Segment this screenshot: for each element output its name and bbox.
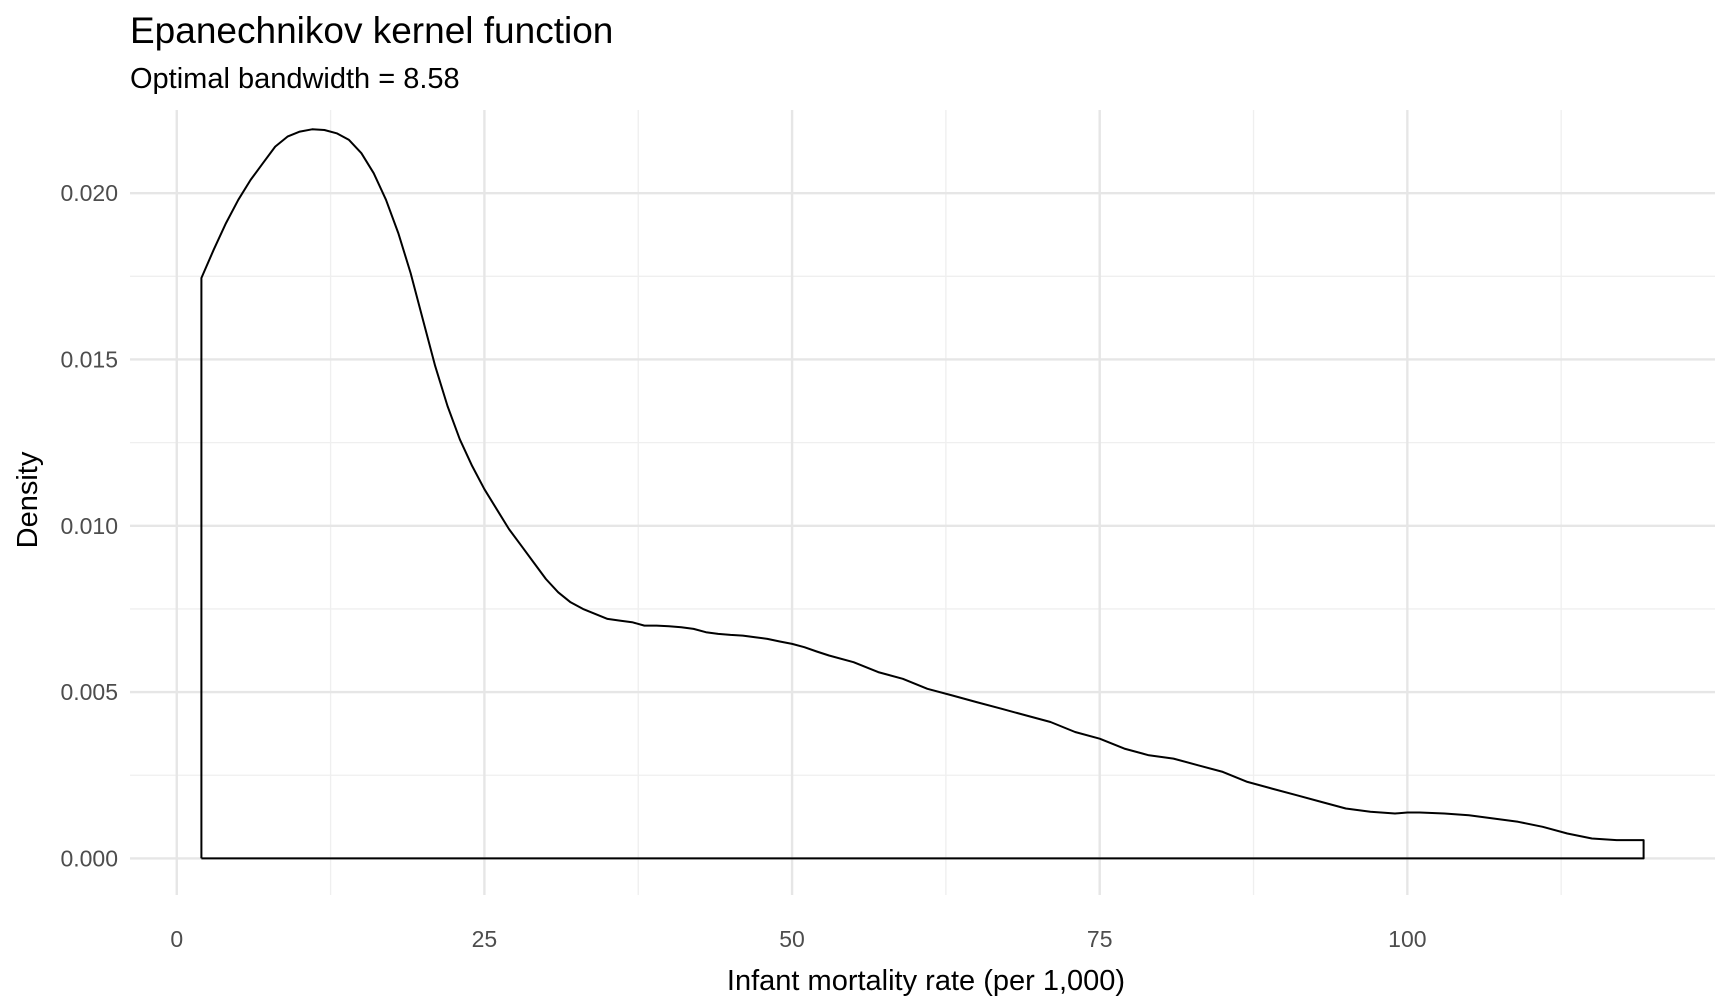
y-tick-label: 0.015: [60, 346, 118, 372]
y-tick-label: 0.005: [60, 679, 118, 705]
grid-lines: [130, 110, 1715, 895]
x-tick-label: 75: [1087, 926, 1113, 952]
x-axis-title: Infant mortality rate (per 1,000): [727, 965, 1125, 997]
y-tick-label: 0.010: [60, 513, 118, 539]
chart-subtitle: Optimal bandwidth = 8.58: [130, 63, 460, 95]
density-curve: [200, 128, 1645, 860]
density-series: [200, 128, 1645, 860]
x-tick-label: 25: [472, 926, 498, 952]
x-tick-label: 50: [779, 926, 805, 952]
chart-title: Epanechnikov kernel function: [130, 10, 613, 51]
y-tick-label: 0.020: [60, 180, 118, 206]
y-tick-label: 0.000: [60, 845, 118, 871]
x-tick-label: 0: [170, 926, 183, 952]
x-axis-ticks: 0 25 50 75 100: [170, 926, 1426, 952]
x-tick-label: 100: [1388, 926, 1426, 952]
y-axis-title: Density: [12, 451, 44, 548]
y-axis-ticks: 0.000 0.005 0.010 0.015 0.020: [60, 180, 118, 871]
